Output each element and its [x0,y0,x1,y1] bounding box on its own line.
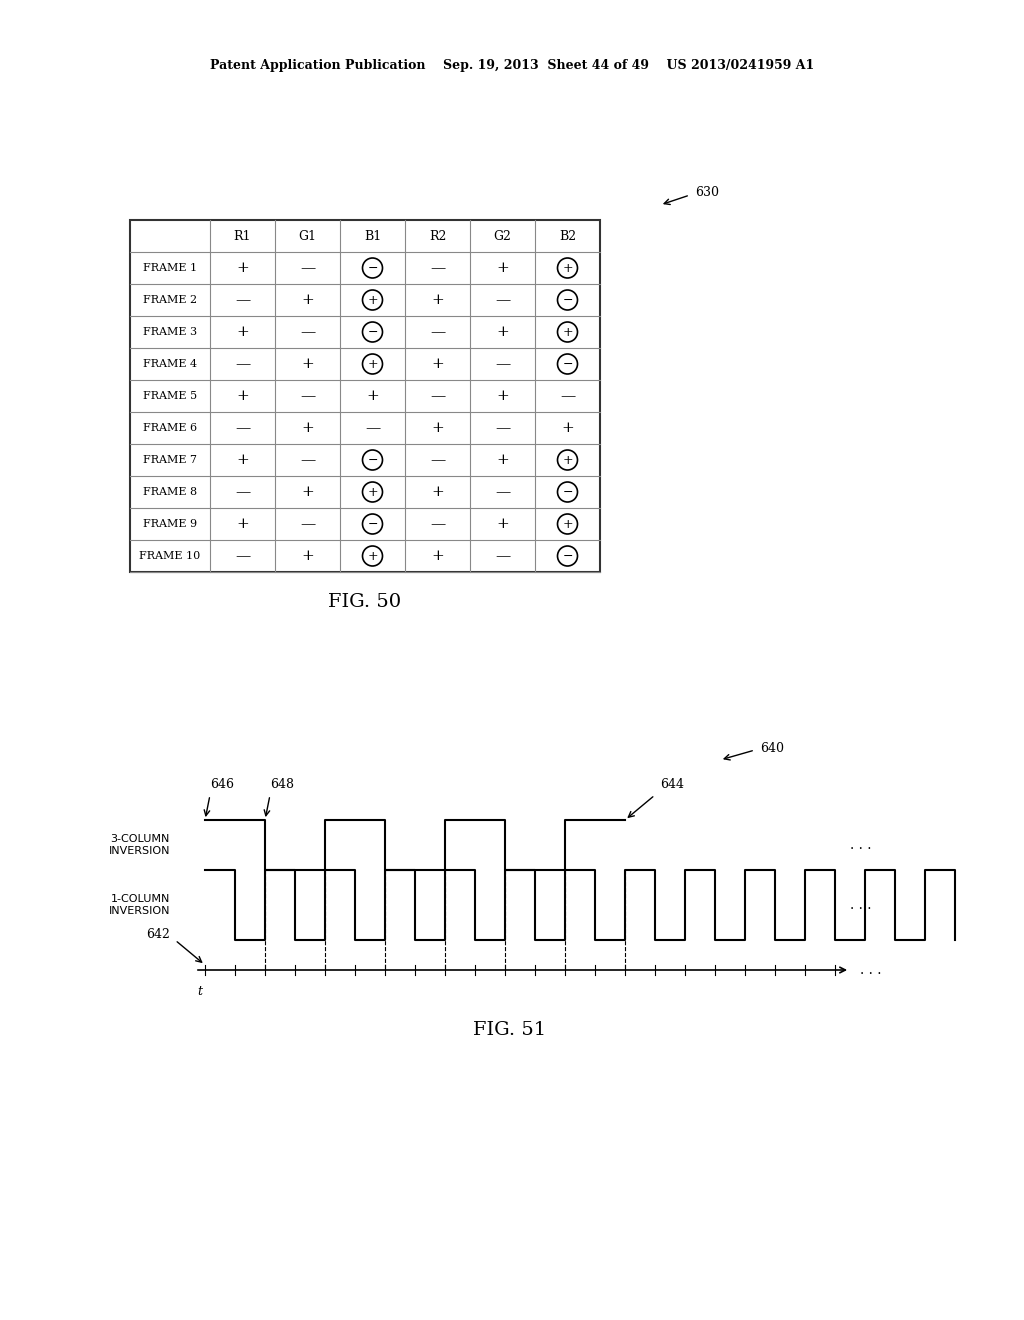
Text: +: + [237,453,249,467]
Text: —: — [495,549,510,564]
Text: 644: 644 [660,779,684,792]
Text: —: — [234,484,250,499]
Text: R1: R1 [233,230,251,243]
Text: +: + [496,517,509,531]
Text: +: + [431,484,443,499]
Text: +: + [301,549,314,564]
Text: +: + [301,421,314,436]
Text: +: + [237,389,249,403]
Text: +: + [496,261,509,275]
Text: —: — [495,484,510,499]
Text: 640: 640 [760,742,784,755]
Text: —: — [300,325,315,339]
Text: +: + [237,261,249,275]
Text: —: — [300,517,315,531]
Text: −: − [368,517,378,531]
Text: —: — [430,517,445,531]
Text: +: + [237,325,249,339]
Text: —: — [234,356,250,371]
Text: +: + [431,421,443,436]
Text: G1: G1 [299,230,316,243]
Text: +: + [562,326,572,338]
Text: 630: 630 [695,186,719,199]
Text: +: + [367,389,379,403]
Text: 3-COLUMN
INVERSION: 3-COLUMN INVERSION [109,834,170,855]
Text: —: — [234,421,250,436]
Text: −: − [562,549,572,562]
Text: —: — [300,389,315,403]
Text: +: + [237,517,249,531]
Text: —: — [495,293,510,308]
Text: FIG. 51: FIG. 51 [473,1020,547,1039]
Text: FRAME 1: FRAME 1 [143,263,197,273]
Text: FRAME 8: FRAME 8 [143,487,197,498]
Text: +: + [368,293,378,306]
Text: —: — [234,549,250,564]
Text: 648: 648 [270,779,294,792]
Text: —: — [495,421,510,436]
Text: −: − [562,293,572,306]
Text: R2: R2 [429,230,446,243]
Text: +: + [301,356,314,371]
Text: —: — [430,261,445,275]
Text: FRAME 5: FRAME 5 [143,391,197,401]
Text: B2: B2 [559,230,577,243]
Text: FRAME 10: FRAME 10 [139,550,201,561]
Text: t: t [197,985,202,998]
Bar [130,220,600,572]
Text: −: − [368,326,378,338]
Text: +: + [368,549,378,562]
Text: —: — [365,421,380,436]
Text: +: + [431,549,443,564]
Text: —: — [430,325,445,339]
Text: +: + [301,293,314,308]
Text: B1: B1 [364,230,381,243]
Text: —: — [430,453,445,467]
Text: —: — [495,356,510,371]
Text: G2: G2 [494,230,511,243]
Text: +: + [368,358,378,371]
Text: +: + [431,293,443,308]
Text: +: + [368,486,378,499]
Text: 1-COLUMN
INVERSION: 1-COLUMN INVERSION [109,894,170,916]
Text: −: − [562,486,572,499]
Text: +: + [562,261,572,275]
Text: Patent Application Publication    Sep. 19, 2013  Sheet 44 of 49    US 2013/02419: Patent Application Publication Sep. 19, … [210,58,814,71]
Text: 642: 642 [146,928,170,941]
Text: —: — [430,389,445,403]
Text: +: + [431,356,443,371]
Text: −: − [368,454,378,466]
Text: +: + [562,454,572,466]
Text: FRAME 9: FRAME 9 [143,519,197,529]
Text: —: — [560,389,575,403]
Text: +: + [561,421,573,436]
Text: —: — [234,293,250,308]
Text: +: + [496,453,509,467]
Text: FRAME 2: FRAME 2 [143,294,197,305]
Text: 646: 646 [210,779,234,792]
Text: . . .: . . . [850,898,871,912]
Text: —: — [300,453,315,467]
Text: +: + [496,325,509,339]
Text: −: − [368,261,378,275]
Text: . . .: . . . [860,964,882,977]
Text: . . .: . . . [850,838,871,851]
Text: FRAME 3: FRAME 3 [143,327,197,337]
Text: +: + [562,517,572,531]
Text: FRAME 7: FRAME 7 [143,455,197,465]
Text: +: + [301,484,314,499]
Text: FIG. 50: FIG. 50 [329,593,401,611]
Text: FRAME 4: FRAME 4 [143,359,197,370]
Text: —: — [300,261,315,275]
Text: +: + [496,389,509,403]
Text: −: − [562,358,572,371]
Text: FRAME 6: FRAME 6 [143,422,197,433]
